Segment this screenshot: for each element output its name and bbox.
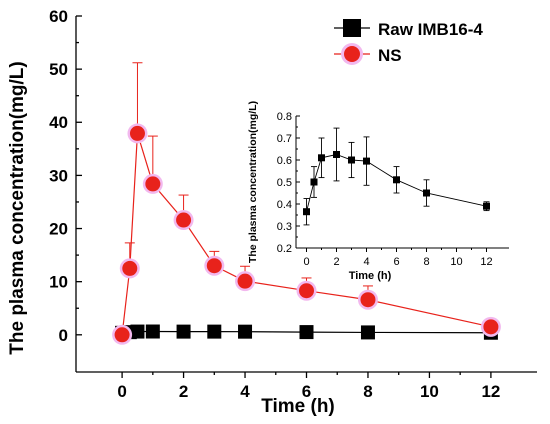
x-tick-label: 12 bbox=[481, 382, 500, 401]
inset-marker bbox=[423, 189, 430, 197]
ns-marker bbox=[114, 327, 130, 343]
y-tick-label: 20 bbox=[49, 219, 68, 238]
inset-marker bbox=[363, 157, 370, 165]
x-axis-title: Time (h) bbox=[261, 396, 335, 417]
raw-marker bbox=[207, 324, 222, 339]
ns-marker bbox=[360, 292, 376, 308]
y-tick-label: 60 bbox=[49, 7, 68, 26]
inset-x-tick-label: 12 bbox=[480, 256, 492, 268]
x-tick-label: 6 bbox=[302, 382, 311, 401]
raw-marker bbox=[360, 325, 375, 340]
inset-y-tick-label: 0.4 bbox=[277, 199, 292, 211]
inset-axes: 0.2 0.3 0.4 0.5 0.6 0.7 0.8 0 2 4 6 8 10 12 bbox=[277, 111, 509, 268]
x-tick-label: 4 bbox=[240, 382, 250, 401]
ns-marker bbox=[206, 258, 222, 274]
inset-x-axis-title: Time (h) bbox=[349, 270, 392, 282]
ns-marker bbox=[483, 319, 499, 335]
y-axis-title: The plasma concentration(mg/L) bbox=[7, 61, 28, 354]
y-tick-label: 10 bbox=[49, 273, 68, 292]
main-plot-area bbox=[112, 62, 501, 345]
ns-marker bbox=[145, 176, 161, 192]
inset-marker bbox=[310, 178, 318, 186]
inset-y-tick-label: 0.2 bbox=[277, 243, 292, 255]
inset-x-tick-label: 4 bbox=[363, 256, 369, 268]
y-tick-label: 30 bbox=[49, 166, 68, 185]
x-tick-label: 10 bbox=[420, 382, 439, 401]
legend-marker-raw bbox=[343, 19, 361, 37]
inset-marker bbox=[393, 176, 400, 184]
raw-marker bbox=[299, 325, 314, 340]
y-tick-label: 50 bbox=[49, 60, 68, 79]
x-tick-label: 0 bbox=[117, 382, 126, 401]
inset-plot-area bbox=[303, 127, 490, 226]
raw-marker bbox=[145, 324, 160, 339]
raw-marker bbox=[176, 324, 191, 339]
legend-label-raw: Raw IMB16-4 bbox=[378, 20, 483, 39]
inset-x-tick-label: 2 bbox=[333, 256, 339, 268]
raw-marker bbox=[238, 324, 253, 339]
x-tick-label: 2 bbox=[179, 382, 188, 401]
inset-x-tick-label: 6 bbox=[393, 256, 399, 268]
inset-y-tick-label: 0.5 bbox=[277, 177, 292, 189]
ns-marker bbox=[176, 212, 192, 228]
inset-y-axis-title: The plasma concentration(mg/L) bbox=[247, 101, 259, 263]
inset-y-tick-label: 0.8 bbox=[277, 111, 292, 123]
inset-x-tick-label: 8 bbox=[423, 256, 429, 268]
x-tick-label: 8 bbox=[363, 382, 372, 401]
inset-marker bbox=[318, 154, 325, 162]
inset-x-tick-label: 0 bbox=[303, 256, 309, 268]
inset-y-tick-label: 0.6 bbox=[277, 155, 292, 167]
raw-marker bbox=[130, 324, 145, 339]
inset-marker bbox=[348, 156, 355, 164]
ns-marker bbox=[237, 273, 253, 289]
ns-marker bbox=[299, 283, 314, 299]
inset-y-tick-label: 0.3 bbox=[277, 221, 292, 233]
ns-series-line bbox=[121, 133, 492, 335]
legend-label-ns: NS bbox=[378, 46, 402, 65]
legend: Raw IMB16-4 NS bbox=[334, 19, 483, 65]
inset-x-tick-label: 10 bbox=[450, 256, 462, 268]
y-tick-label: 40 bbox=[49, 113, 68, 132]
legend-marker-ns bbox=[344, 46, 360, 62]
y-tick-label: 0 bbox=[59, 326, 68, 345]
ns-marker bbox=[129, 125, 145, 141]
inset-y-tick-label: 0.7 bbox=[277, 133, 292, 145]
ns-marker bbox=[122, 260, 138, 276]
inset-marker bbox=[333, 151, 340, 158]
inset-marker bbox=[303, 208, 310, 216]
inset-marker bbox=[483, 202, 490, 210]
inset-chart: 0.20.30.40.50.60.70.80 2 4 6 8 10 12 Time (h) … bbox=[247, 101, 509, 282]
